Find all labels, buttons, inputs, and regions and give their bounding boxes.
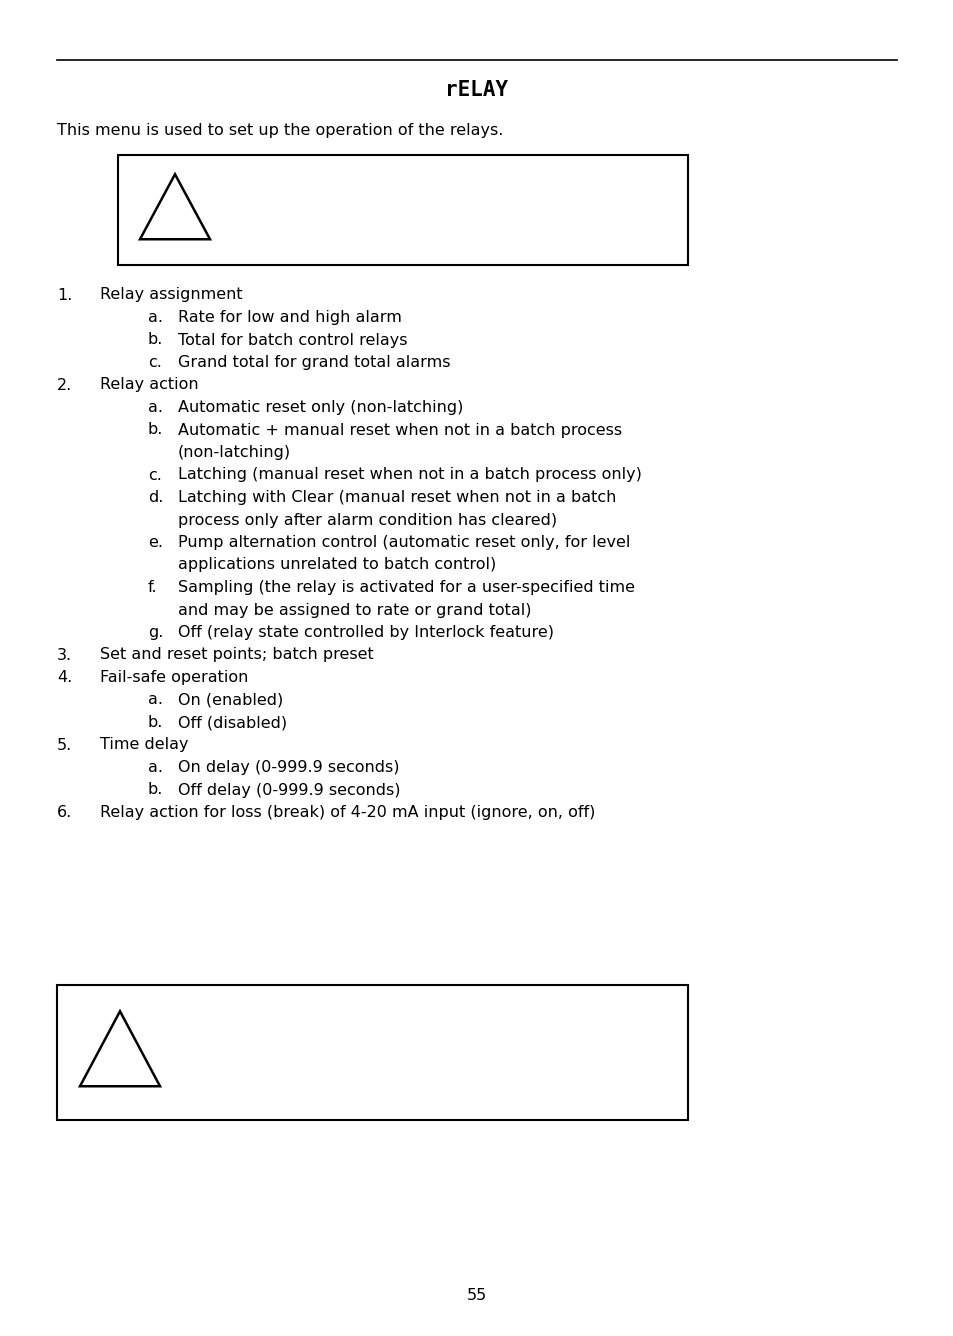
Text: Time delay: Time delay [100,737,189,752]
Text: 55: 55 [466,1288,487,1304]
Text: Off (relay state controlled by Interlock feature): Off (relay state controlled by Interlock… [178,625,554,640]
Text: Off delay (0-999.9 seconds): Off delay (0-999.9 seconds) [178,783,400,798]
Text: 6.: 6. [57,806,72,820]
Text: Grand total for grand total alarms: Grand total for grand total alarms [178,355,450,370]
Text: c.: c. [148,355,162,370]
Text: a.: a. [148,692,163,708]
Text: g.: g. [148,625,163,640]
Text: (non-latching): (non-latching) [178,445,291,460]
Text: 5.: 5. [57,737,72,752]
Text: f.: f. [148,580,157,595]
Text: Fail-safe operation: Fail-safe operation [100,669,248,685]
Text: This menu is used to set up the operation of the relays.: This menu is used to set up the operatio… [57,123,503,138]
Text: applications unrelated to batch control): applications unrelated to batch control) [178,557,496,573]
Text: Latching (manual reset when not in a batch process only): Latching (manual reset when not in a bat… [178,468,641,482]
Text: Latching with Clear (manual reset when not in a batch: Latching with Clear (manual reset when n… [178,490,616,505]
Text: c.: c. [148,468,162,482]
Text: rELAY: rELAY [445,80,508,100]
Text: Automatic reset only (non-latching): Automatic reset only (non-latching) [178,399,463,415]
Text: and may be assigned to rate or grand total): and may be assigned to rate or grand tot… [178,603,531,617]
Bar [57,985,687,1120]
Text: 1.: 1. [57,287,72,302]
Text: 3.: 3. [57,648,72,663]
Text: Relay action for loss (break) of 4-20 mA input (ignore, on, off): Relay action for loss (break) of 4-20 mA… [100,806,595,820]
Text: Rate for low and high alarm: Rate for low and high alarm [178,310,401,325]
Text: Relay assignment: Relay assignment [100,287,242,302]
Text: 2.: 2. [57,378,72,393]
Text: a.: a. [148,310,163,325]
Text: b.: b. [148,783,163,798]
Text: a.: a. [148,760,163,775]
Text: b.: b. [148,715,163,729]
Text: Pump alternation control (automatic reset only, for level: Pump alternation control (automatic rese… [178,534,630,550]
Text: b.: b. [148,422,163,437]
Text: Total for batch control relays: Total for batch control relays [178,333,407,347]
Text: On delay (0-999.9 seconds): On delay (0-999.9 seconds) [178,760,399,775]
Text: d.: d. [148,490,163,505]
Text: Set and reset points; batch preset: Set and reset points; batch preset [100,648,374,663]
Text: Automatic + manual reset when not in a batch process: Automatic + manual reset when not in a b… [178,422,621,437]
Text: Sampling (the relay is activated for a user-specified time: Sampling (the relay is activated for a u… [178,580,635,595]
Bar [118,155,687,265]
Text: process only after alarm condition has cleared): process only after alarm condition has c… [178,513,557,528]
Text: Relay action: Relay action [100,378,198,393]
Text: a.: a. [148,399,163,415]
Text: On (enabled): On (enabled) [178,692,283,708]
Text: 4.: 4. [57,669,72,685]
Text: Off (disabled): Off (disabled) [178,715,287,729]
Text: e.: e. [148,534,163,550]
Text: b.: b. [148,333,163,347]
